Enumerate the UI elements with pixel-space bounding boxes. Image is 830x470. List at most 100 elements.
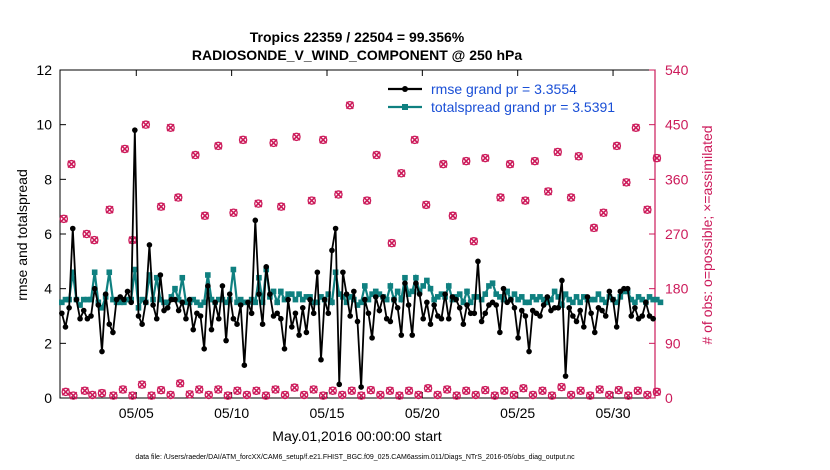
obs-count-marker-possible	[292, 132, 301, 142]
totalspread-point	[602, 299, 609, 306]
totalspread-point	[482, 291, 489, 297]
totalspread-point	[296, 291, 302, 297]
rmse-point	[566, 305, 573, 311]
rmse-point	[471, 310, 478, 317]
obs-count-marker-assimilated	[622, 178, 631, 187]
obs-count-marker-assimilated	[338, 390, 347, 399]
obs-count-marker-assimilated	[300, 390, 309, 399]
rmse-point	[292, 310, 299, 317]
obs-count-marker-possible	[156, 385, 166, 395]
totalspread-point	[281, 296, 288, 303]
rmse-point	[208, 326, 215, 333]
totalspread-point	[562, 291, 569, 297]
obs-count-marker-assimilated	[469, 237, 478, 246]
rmse-point	[442, 291, 448, 297]
obs-count-marker-assimilated	[223, 391, 232, 400]
obs-count-marker-assimilated	[576, 386, 585, 395]
totalspread-point	[405, 291, 412, 297]
totalspread-point	[252, 299, 259, 306]
totalspread-point	[599, 296, 605, 303]
totalspread-point	[88, 296, 94, 303]
obs-count-marker-possible	[309, 385, 318, 394]
rmse-point	[650, 315, 656, 322]
totalspread-point	[329, 299, 335, 306]
rmse-point	[288, 324, 295, 330]
rmse-point	[299, 305, 306, 311]
totalspread-point	[69, 269, 76, 276]
obs-count-marker-possible	[269, 138, 278, 148]
obs-count-marker-possible	[69, 391, 78, 400]
obs-count-marker-possible	[372, 150, 381, 160]
obs-count-marker-assimilated	[200, 211, 209, 220]
obs-count-marker-assimilated	[307, 196, 316, 205]
rmse-point	[599, 307, 605, 314]
obs-count-marker-assimilated	[506, 160, 515, 169]
obs-count-marker-assimilated	[557, 383, 566, 392]
totalspread-point	[420, 283, 427, 289]
rmse-point	[602, 313, 609, 319]
obs-count-marker-possible	[242, 390, 252, 400]
obs-count-marker-possible	[385, 386, 395, 395]
obs-count-marker-assimilated	[624, 391, 633, 400]
obs-count-marker-possible	[566, 193, 576, 202]
obs-count-marker-possible	[490, 391, 500, 400]
totalspread-point	[467, 299, 474, 306]
totalspread-point	[124, 296, 131, 303]
obs-count-marker-assimilated	[141, 120, 150, 129]
totalspread-point	[438, 291, 445, 297]
totalspread-point	[628, 296, 635, 303]
obs-count-marker-possible	[366, 385, 376, 395]
obs-count-marker-assimilated	[481, 386, 490, 395]
rmse-point	[354, 318, 361, 325]
rmse-point	[318, 356, 324, 363]
obs-count-marker-assimilated	[496, 193, 505, 202]
obs-count-marker-possible	[318, 391, 328, 400]
obs-count-marker-assimilated	[157, 202, 166, 211]
y-tick-label-right: 0	[665, 390, 673, 406]
obs-count-marker-possible	[553, 147, 562, 157]
obs-count-marker-assimilated	[372, 151, 381, 160]
rmse-point	[577, 307, 583, 314]
obs-count-marker-assimilated	[605, 390, 614, 399]
rmse-point	[369, 335, 375, 341]
totalspread-point	[551, 288, 558, 295]
obs-count-marker-possible	[345, 100, 355, 110]
obs-count-marker-possible	[97, 388, 107, 398]
y-axis-label-right: # of obs: o=possible; ×=assimilated	[699, 125, 715, 344]
rmse-point	[99, 348, 105, 355]
totalspread-point	[179, 274, 186, 281]
totalspread-point	[194, 299, 200, 306]
footer-data-file: data file: /Users/raeder/DAI/ATM_forcXX/…	[135, 454, 575, 461]
obs-count-marker-possible	[120, 144, 130, 154]
legend-rmse-label: rmse grand pr = 3.3554	[431, 81, 577, 97]
rmse-point	[121, 296, 127, 303]
obs-count-marker-assimilated	[118, 385, 127, 394]
legend: rmse grand pr = 3.3554 totalspread grand…	[388, 81, 615, 115]
obs-count-marker-assimilated	[80, 386, 89, 395]
totalspread-point	[387, 283, 394, 289]
obs-count-marker-possible	[194, 385, 204, 394]
obs-count-marker-possible	[214, 141, 223, 151]
y-tick-label-right: 90	[665, 335, 681, 351]
totalspread-point	[190, 296, 197, 303]
obs-count-marker-assimilated	[214, 141, 223, 150]
obs-count-marker-possible	[147, 391, 156, 400]
obs-count-marker-assimilated	[433, 390, 442, 399]
obs-count-marker-assimilated	[67, 160, 76, 169]
totalspread-point	[110, 296, 116, 303]
rmse-point	[413, 280, 419, 287]
obs-count-marker-possible	[481, 385, 490, 395]
x-axis-label: May.01,2016 00:00:00 start	[272, 428, 442, 444]
rmse-point	[515, 335, 521, 341]
x-tick-label: 05/20	[405, 405, 440, 421]
obs-count-marker-possible	[395, 391, 404, 400]
rmse-point	[591, 329, 598, 336]
totalspread-point	[219, 296, 226, 303]
x-tick-label: 05/10	[214, 405, 249, 421]
obs-count-marker-possible	[622, 178, 631, 187]
totalspread-point	[175, 296, 182, 303]
obs-count-marker-assimilated	[595, 385, 604, 394]
totalspread-point	[431, 296, 437, 303]
totalspread-point	[157, 296, 164, 303]
obs-count-marker-possible	[423, 384, 433, 393]
